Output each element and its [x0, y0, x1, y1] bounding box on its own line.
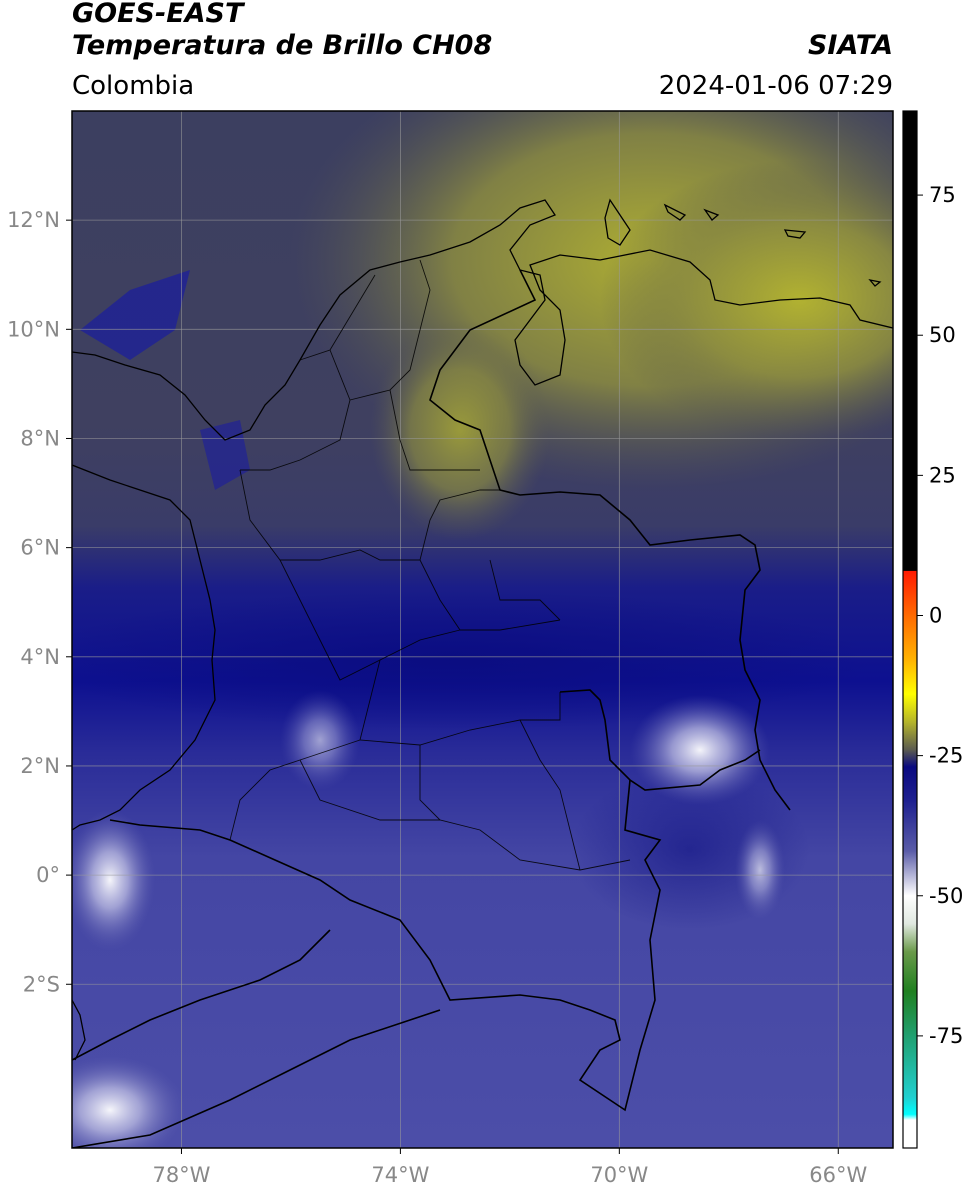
- peru-brazil-border: [72, 1009, 441, 1148]
- product-title: Temperatura de Brillo CH08: [72, 30, 493, 61]
- island-3: [783, 229, 807, 239]
- warm-region-inland: [370, 320, 550, 540]
- colorbar-tick-label: 0: [929, 603, 942, 627]
- colorbar-tick-label: 50: [929, 323, 956, 347]
- timestamp-label: 2024-01-06 07:29: [658, 71, 893, 101]
- ecuador-peru-border: [72, 929, 331, 1061]
- map-frame: [71, 110, 894, 1149]
- colorbar-tick-label: 75: [929, 183, 956, 207]
- lat-tick-label: 10°N: [7, 317, 60, 341]
- warm-region-east: [600, 160, 893, 440]
- colorbar: 75 50 25 0 -25 -50 -75: [902, 110, 963, 1149]
- colorbar-frame: [902, 110, 918, 1149]
- dept-11: [419, 745, 441, 821]
- island-4: [868, 279, 882, 287]
- imagery-layer: [72, 111, 893, 1148]
- colorbar-tick-label: -25: [929, 744, 963, 768]
- colorbar-tick-label: 25: [929, 463, 956, 487]
- dept-2: [240, 349, 351, 471]
- dept-10: [299, 759, 631, 871]
- region-label: Colombia: [72, 71, 195, 101]
- dept-14: [489, 559, 561, 621]
- paraguana: [604, 198, 631, 246]
- dept-7: [419, 559, 561, 631]
- convective-cell-andes: [280, 690, 360, 790]
- colorbar-tick-label: -50: [929, 884, 963, 908]
- dept-9: [229, 739, 361, 841]
- lat-tick-label: 2°S: [23, 972, 60, 996]
- longitude-axis: 78°W 74°W 70°W 66°W: [152, 1148, 867, 1187]
- dept-5: [239, 469, 420, 561]
- lon-tick-label: 74°W: [371, 1163, 429, 1187]
- satellite-title: GOES-EAST: [72, 0, 244, 29]
- pacific-coast: [72, 464, 216, 831]
- cold-band: [72, 590, 870, 730]
- lat-tick-label: 2°N: [20, 754, 60, 778]
- lat-tick-label: 6°N: [20, 536, 60, 560]
- convective-cell-east: [630, 695, 770, 805]
- venezuela-border: [429, 269, 791, 811]
- island-1: [663, 203, 687, 221]
- dept-13: [419, 489, 500, 561]
- dept-1: [299, 274, 376, 361]
- colorbar-ticks: 75 50 25 0 -25 -50 -75: [917, 183, 963, 1048]
- gridlines: [72, 111, 893, 1148]
- convective-cell-amazon: [735, 820, 785, 920]
- southern-border: [109, 779, 662, 1112]
- latitude-axis: 12°N 10°N 8°N 6°N 4°N 2°N 0° 2°S: [7, 208, 72, 996]
- lat-tick-label: 12°N: [7, 208, 60, 232]
- lon-tick-label: 66°W: [809, 1163, 867, 1187]
- ecuador-coast: [72, 999, 86, 1061]
- convective-cell-pacific: [72, 810, 155, 950]
- lon-tick-label: 70°W: [590, 1163, 648, 1187]
- country-borders: [72, 269, 791, 1148]
- colorbar-tick-label: -75: [929, 1024, 963, 1048]
- colorbar-scale: [903, 111, 917, 1148]
- convective-cell-southwest: [72, 1055, 185, 1148]
- lat-tick-label: 8°N: [20, 426, 60, 450]
- department-borders: [229, 259, 631, 871]
- cold-streak-nw: [80, 270, 190, 360]
- island-2: [703, 208, 720, 221]
- dept-3: [349, 259, 431, 401]
- lat-tick-label: 0°: [36, 863, 60, 887]
- dept-4: [389, 389, 480, 471]
- agency-label: SIATA: [807, 30, 893, 61]
- dept-6: [279, 559, 461, 681]
- cold-streak-panama: [200, 420, 250, 490]
- dept-12: [519, 719, 581, 871]
- lon-tick-label: 78°W: [152, 1163, 210, 1187]
- lat-tick-label: 4°N: [20, 645, 60, 669]
- dept-8: [359, 659, 561, 746]
